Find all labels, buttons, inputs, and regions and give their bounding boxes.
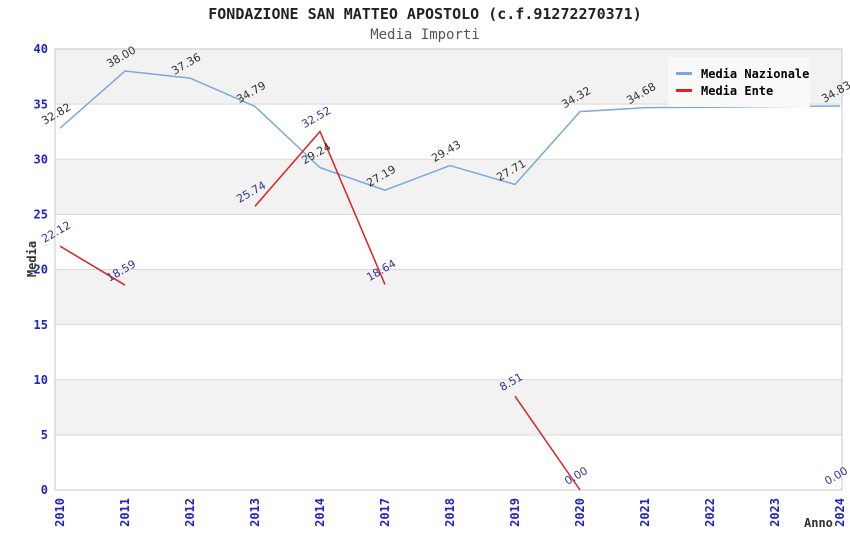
x-tick-label: 2010: [53, 498, 67, 527]
legend-item-media-ente: Media Ente: [676, 83, 806, 98]
chart-title: FONDAZIONE SAN MATTEO APOSTOLO (c.f.9127…: [208, 5, 642, 23]
plot-band: [55, 324, 842, 380]
x-tick-label: 2022: [703, 498, 717, 527]
media-ente-line-swatch: [676, 89, 692, 92]
x-tick-label: 2023: [768, 498, 782, 527]
x-tick-label: 2020: [573, 498, 587, 527]
x-tick-label: 2011: [118, 498, 132, 527]
y-tick-label: 20: [34, 263, 48, 277]
x-tick-label: 2013: [248, 498, 262, 527]
plot-band: [55, 379, 842, 435]
y-tick-label: 30: [34, 152, 48, 166]
series-line-media-nazionale: [59, 70, 841, 191]
legend-item-media-nazionale: Media Nazionale: [676, 66, 810, 81]
x-tick-label: 2012: [183, 498, 197, 527]
series-line-media-ente: [59, 245, 126, 286]
x-tick-label: 2024: [833, 498, 847, 527]
y-tick-label: 5: [41, 428, 48, 442]
plot-band: [55, 159, 842, 215]
y-tick-label: 25: [34, 208, 48, 222]
x-axis-title: Anno: [804, 516, 833, 530]
series-line-media-ente: [514, 395, 581, 491]
plot-band: [55, 434, 842, 490]
x-tick-label: 2018: [443, 498, 457, 527]
y-tick-label: 15: [34, 318, 48, 332]
x-tick-label: 2017: [378, 498, 392, 527]
plot-band: [55, 269, 842, 325]
series-line-media-ente: [254, 130, 386, 285]
media-nazionale-line-swatch: [676, 72, 692, 75]
legend-label-media-nazionale: Media Nazionale: [701, 66, 810, 81]
x-tick-label: 2019: [508, 498, 522, 527]
x-tick-label: 2014: [313, 498, 327, 527]
y-axis-title: Media: [25, 240, 39, 278]
y-tick-label: 10: [34, 373, 48, 387]
chart-legend: Media Nazionale Media Ente: [668, 57, 810, 107]
legend-label-media-ente: Media Ente: [701, 83, 774, 98]
plot-band: [55, 104, 842, 160]
plot-border: [54, 48, 843, 491]
plot-band: [55, 214, 842, 270]
y-tick-label: 35: [34, 97, 48, 111]
chart-subtitle: Media Importi: [370, 27, 480, 43]
y-tick-label: 0: [41, 483, 48, 497]
x-tick-label: 2021: [638, 498, 652, 527]
y-tick-label: 40: [34, 42, 48, 56]
